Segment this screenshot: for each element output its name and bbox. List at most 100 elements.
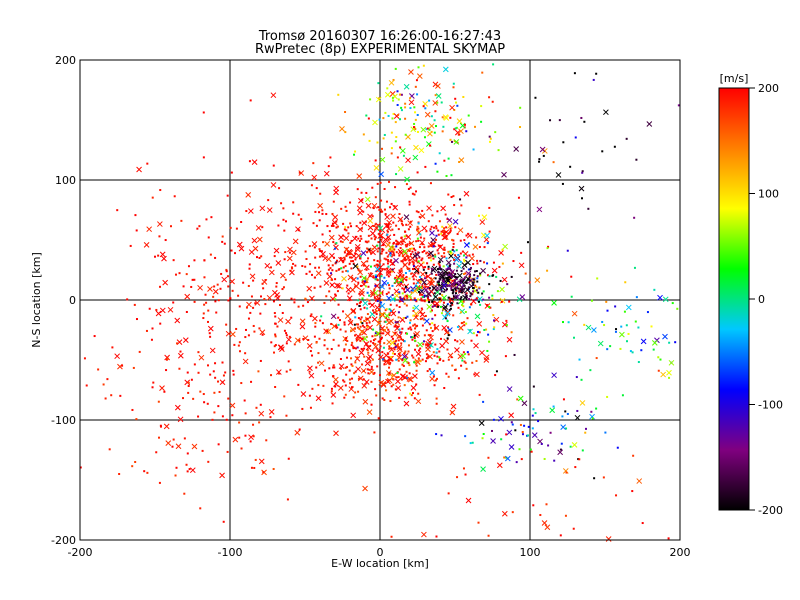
- data-point-dot: [442, 248, 445, 251]
- data-point-dot: [412, 306, 415, 309]
- data-point-dot: [386, 230, 389, 233]
- data-point-dot: [520, 251, 523, 254]
- data-point-cross: [315, 270, 322, 277]
- data-point-dot: [344, 366, 347, 369]
- data-point-cross: [404, 176, 410, 183]
- data-point-dot: [641, 522, 644, 525]
- data-point-dot: [415, 369, 418, 372]
- data-point-cross: [465, 259, 471, 266]
- data-point-dot: [395, 376, 398, 379]
- data-point-dot: [425, 252, 428, 255]
- data-point-dot: [443, 248, 446, 251]
- data-point-dot: [472, 290, 475, 293]
- data-point-dot: [413, 361, 416, 364]
- data-point-cross: [259, 205, 266, 212]
- data-point-dot: [469, 442, 472, 445]
- data-point-dot: [285, 342, 288, 345]
- data-point-dot: [623, 310, 626, 313]
- data-point-cross: [248, 208, 254, 214]
- data-point-dot: [343, 258, 346, 261]
- data-point-cross: [534, 277, 541, 283]
- data-point-dot: [217, 299, 220, 302]
- data-point-dot: [309, 315, 312, 318]
- data-point-dot: [441, 294, 444, 297]
- data-point-dot: [592, 78, 595, 81]
- data-point-dot: [449, 231, 452, 234]
- data-point-cross: [184, 293, 191, 300]
- data-point-dot: [340, 267, 343, 270]
- data-point-dot: [176, 342, 179, 345]
- data-point-dot: [330, 322, 333, 325]
- data-point-dot: [408, 372, 411, 375]
- data-point-dot: [440, 290, 443, 293]
- data-point-dot: [460, 311, 463, 314]
- data-point-dot: [344, 330, 347, 333]
- data-point-dot: [252, 423, 255, 426]
- data-point-dot: [439, 267, 442, 270]
- data-point-cross: [386, 339, 392, 346]
- data-point-dot: [374, 332, 377, 335]
- data-point-dot: [446, 285, 449, 288]
- data-point-dot: [659, 358, 662, 361]
- data-point-dot: [154, 255, 157, 258]
- data-point-cross: [401, 275, 408, 282]
- data-point-dot: [410, 328, 413, 331]
- data-point-dot: [297, 305, 300, 308]
- data-point-dot: [308, 394, 311, 397]
- data-point-cross: [182, 337, 189, 344]
- data-point-dot: [280, 202, 283, 205]
- data-point-dot: [604, 431, 607, 434]
- data-point-dot: [422, 261, 425, 264]
- data-point-dot: [460, 289, 463, 292]
- data-point-dot: [354, 391, 357, 394]
- data-point-dot: [357, 281, 360, 284]
- data-point-dot: [510, 421, 513, 424]
- data-point-dot: [164, 239, 167, 242]
- data-point-dot: [157, 254, 160, 257]
- data-point-cross: [402, 248, 408, 255]
- data-point-dot: [437, 233, 440, 236]
- data-point-dot: [367, 257, 370, 260]
- data-point-dot: [178, 272, 181, 275]
- data-point-dot: [446, 303, 449, 306]
- data-point-dot: [348, 378, 351, 381]
- data-point-dot: [79, 466, 82, 469]
- data-point-dot: [440, 434, 443, 437]
- data-point-cross: [450, 403, 457, 410]
- data-point-cross: [452, 218, 459, 225]
- data-point-cross: [636, 478, 643, 484]
- data-point-dot: [449, 229, 452, 232]
- data-point-dot: [375, 275, 378, 278]
- data-point-dot: [567, 321, 570, 324]
- data-point-dot: [417, 66, 420, 69]
- data-point-dot: [454, 368, 457, 371]
- data-point-cross: [448, 253, 454, 259]
- data-point-dot: [606, 309, 609, 312]
- data-point-cross: [358, 349, 365, 356]
- data-point-cross: [432, 100, 439, 106]
- data-point-dot: [356, 346, 359, 349]
- data-point-cross: [519, 294, 526, 300]
- data-point-dot: [422, 340, 425, 343]
- data-point-dot: [452, 314, 455, 317]
- data-point-dot: [424, 107, 427, 110]
- data-point-dot: [368, 294, 371, 297]
- data-point-dot: [434, 162, 437, 165]
- data-point-dot: [625, 340, 628, 343]
- data-point-dot: [335, 226, 338, 229]
- data-point-cross: [270, 182, 277, 188]
- data-point-cross: [449, 409, 456, 416]
- data-point-cross: [358, 288, 365, 294]
- data-point-cross: [447, 223, 453, 229]
- data-point-dot: [398, 300, 401, 303]
- data-point-dot: [480, 105, 483, 108]
- data-point-dot: [482, 432, 485, 435]
- data-point-dot: [479, 259, 482, 262]
- data-point-dot: [488, 283, 491, 286]
- data-point-dot: [398, 269, 401, 272]
- data-point-cross: [462, 294, 468, 301]
- data-point-cross: [268, 409, 275, 415]
- data-point-dot: [421, 251, 424, 254]
- data-point-dot: [374, 342, 377, 345]
